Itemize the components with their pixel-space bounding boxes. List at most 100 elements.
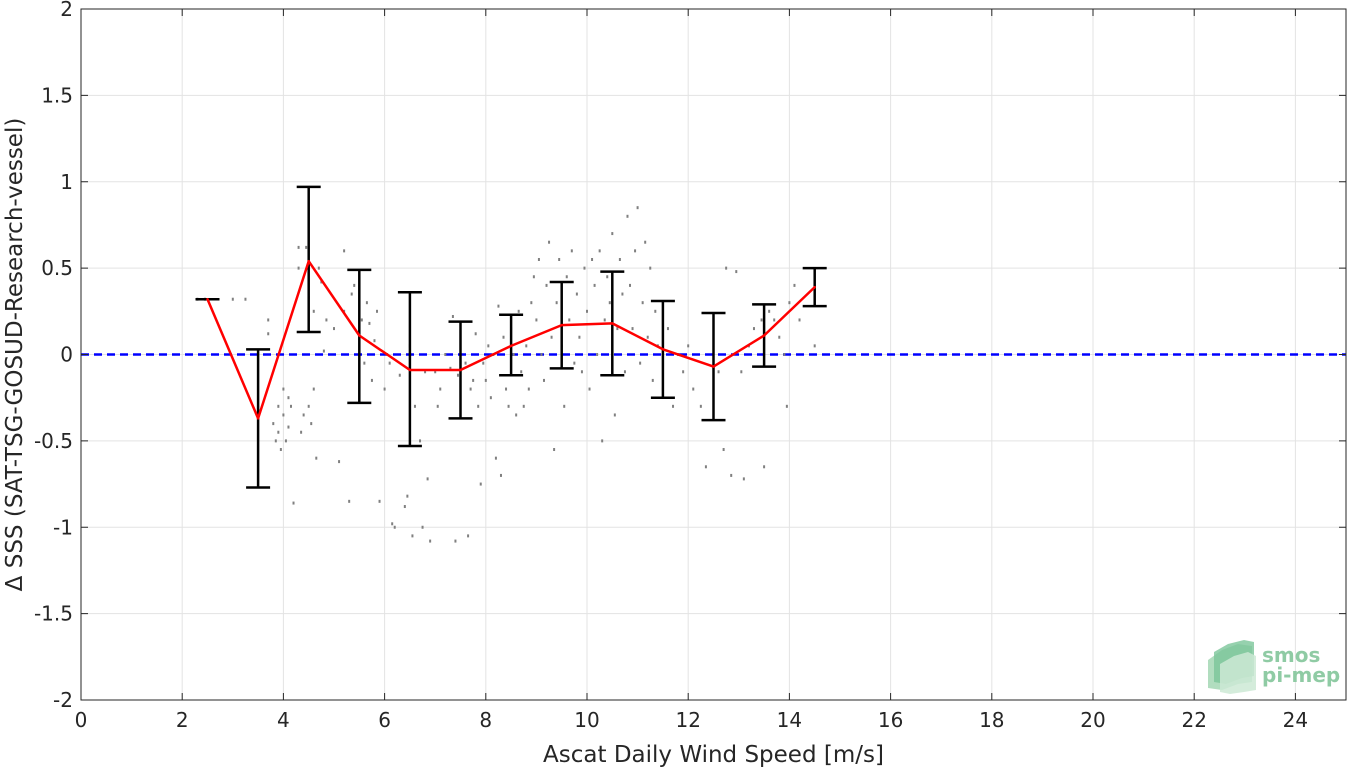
mean-point	[459, 368, 462, 372]
scatter-point	[517, 309, 520, 313]
scatter-point	[568, 318, 571, 322]
y-tick-label: -1	[53, 515, 73, 539]
scatter-point	[469, 387, 472, 391]
scatter-point	[586, 309, 588, 313]
scatter-point	[315, 456, 318, 460]
scatter-point	[672, 404, 675, 408]
scatter-point	[272, 422, 275, 426]
scatter-point	[421, 525, 424, 529]
scatter-point	[768, 309, 771, 313]
scatter-point	[580, 370, 583, 374]
scatter-point	[497, 304, 500, 308]
scatter-point	[391, 522, 394, 526]
mean-point	[509, 344, 513, 348]
scatter-point	[537, 257, 540, 261]
scatter-point	[629, 283, 632, 287]
scatter-point	[429, 539, 432, 543]
scatter-point	[373, 339, 376, 343]
scatter-point	[626, 214, 629, 218]
scatter-point	[305, 245, 308, 249]
scatter-point	[289, 404, 292, 408]
scatter-point	[482, 361, 485, 365]
scatter-point	[277, 404, 280, 408]
scatter-point	[287, 396, 290, 400]
mean-point	[256, 417, 260, 420]
scatter-point	[363, 361, 366, 365]
scatter-point	[778, 335, 781, 339]
scatter-point	[360, 318, 363, 322]
x-tick-label: 24	[1283, 708, 1308, 732]
y-axis-label: Δ SSS (SAT-TSG-GOSUD-Research-vessel)	[2, 118, 28, 592]
y-tick-label: 0.5	[41, 256, 73, 280]
scatter-point	[479, 482, 482, 486]
scatter-point	[813, 344, 816, 348]
scatter-point	[338, 460, 341, 464]
scatter-point	[424, 370, 427, 374]
scatter-point	[573, 361, 576, 365]
x-axis-ticks: 0 2 4 6 8 10 12 14 16 18 20 22 24	[75, 9, 1308, 732]
scatter-point	[563, 404, 566, 408]
x-tick-label: 22	[1181, 708, 1206, 732]
scatter-point	[244, 297, 247, 301]
scatter-point	[312, 387, 315, 391]
y-tick-label: -1.5	[34, 602, 73, 626]
x-tick-label: 20	[1080, 708, 1105, 732]
scatter-point	[279, 448, 282, 452]
scatter-point	[618, 257, 621, 261]
mean-point	[408, 368, 412, 372]
scatter-point	[376, 309, 379, 313]
scatter-point	[472, 378, 475, 382]
scatter-point	[575, 292, 578, 296]
mean-point	[762, 334, 766, 337]
scatter-point	[383, 387, 386, 391]
scatter-point	[601, 439, 604, 443]
x-tick-label: 2	[176, 708, 189, 732]
scatter-point	[570, 249, 573, 253]
scatter-point	[631, 327, 634, 331]
y-tick-label: 1	[60, 170, 73, 194]
scatter-point	[644, 240, 647, 244]
x-tick-label: 8	[479, 708, 492, 732]
scatter-point	[505, 387, 508, 391]
scatter-point	[613, 413, 616, 417]
scatter-point	[297, 245, 300, 249]
scatter-point	[436, 404, 439, 408]
scatter-point	[343, 249, 346, 253]
scatter-point	[494, 456, 497, 460]
scatter-point	[788, 301, 791, 305]
y-tick-label: 0	[60, 343, 73, 367]
scatter-point	[527, 387, 530, 391]
scatter-point	[477, 404, 480, 408]
scatter-point	[370, 378, 373, 382]
scatter-point	[287, 425, 290, 429]
scatter-point	[591, 257, 594, 261]
scatter-point	[763, 465, 766, 469]
scatter-point	[654, 309, 657, 313]
scatter-point	[467, 534, 470, 538]
scatter-point	[785, 404, 788, 408]
scatter-point	[393, 525, 396, 529]
y-tick-label: 2	[60, 0, 73, 21]
scatter-point	[434, 370, 437, 374]
scatter-point	[553, 448, 556, 452]
scatter-point	[522, 404, 525, 408]
scatter-point	[641, 301, 644, 305]
scatter-point	[611, 232, 614, 236]
mean-point	[358, 334, 361, 337]
scatter-point	[307, 404, 310, 408]
scatter-point	[525, 344, 528, 348]
scatter-point	[730, 473, 733, 477]
x-tick-label: 12	[675, 708, 700, 732]
logo-text-pimep: pi-mep	[1262, 663, 1340, 687]
x-axis-label: Ascat Daily Wind Speed [m/s]	[543, 742, 884, 768]
scatter-point	[277, 430, 280, 434]
mean-point	[813, 285, 816, 289]
scatter-point	[603, 318, 606, 322]
scatter-point	[725, 266, 728, 270]
scatter-point	[512, 353, 515, 356]
scatter-point	[532, 275, 535, 279]
scatter-point	[325, 318, 328, 322]
mean-point	[206, 298, 209, 301]
scatter-point	[284, 439, 287, 443]
